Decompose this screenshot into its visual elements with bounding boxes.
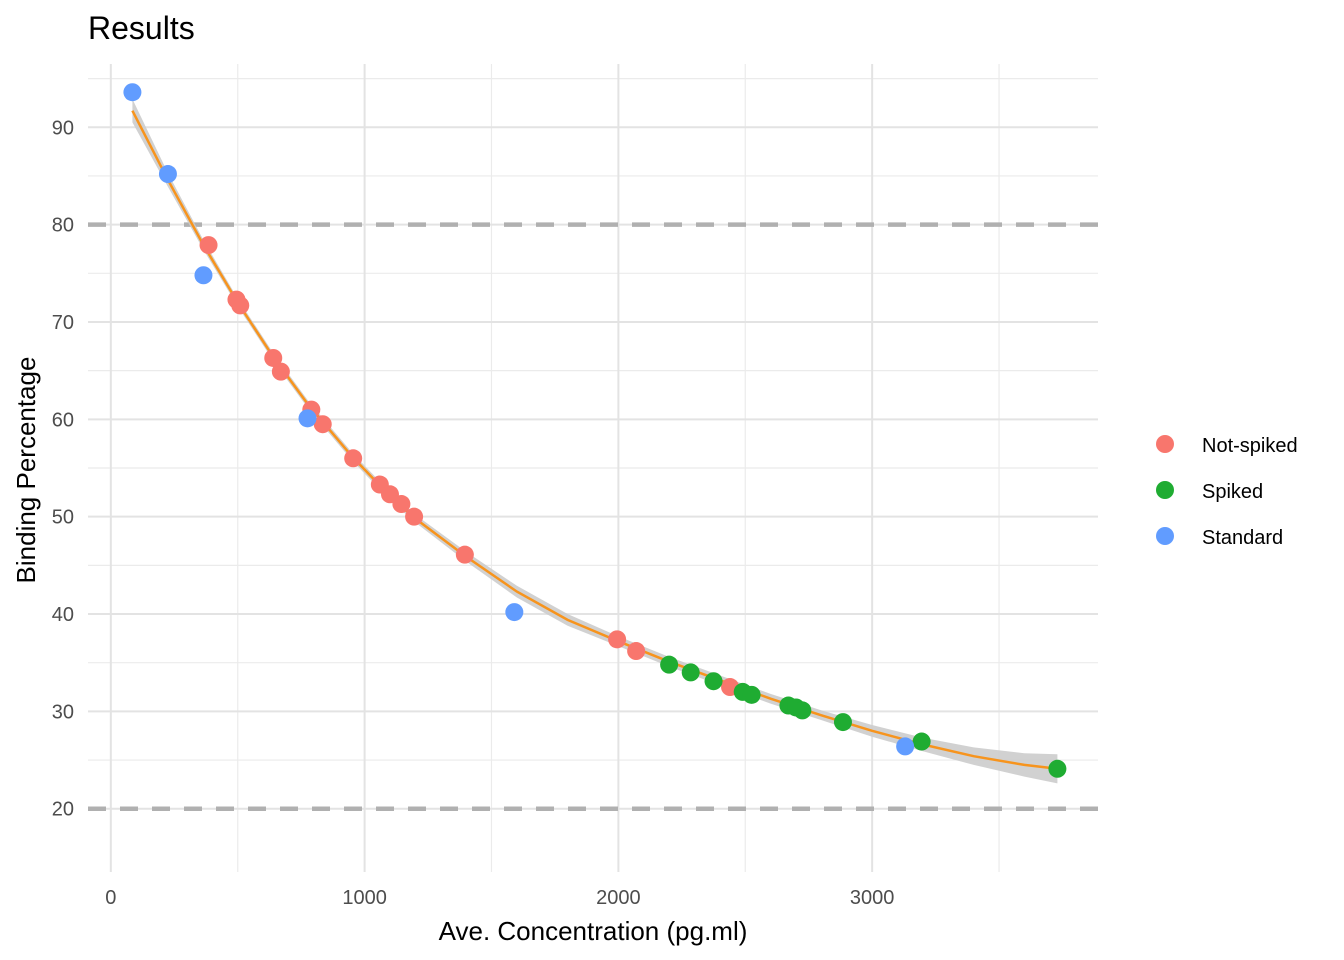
point-standard [505,603,524,622]
x-tick-label: 3000 [850,887,895,909]
y-tick-label: 30 [52,701,74,723]
y-tick-label: 90 [52,117,74,139]
legend-key [1156,481,1174,499]
point-spiked [660,655,679,674]
y-tick-label: 60 [52,409,74,431]
point-not-spiked [313,415,332,434]
point-not-spiked [392,495,411,514]
y-axis-ticks: 20 30 40 50 60 70 80 90 [52,117,74,820]
point-not-spiked [199,236,218,255]
legend-key [1156,527,1174,545]
point-not-spiked [231,296,250,315]
reference-lines [88,222,1098,811]
point-standard [896,737,915,756]
confidence-band-area [132,99,1058,784]
y-tick-label: 70 [52,312,74,334]
fit-curve [131,110,1058,771]
y-tick-label: 40 [52,604,74,626]
point-not-spiked [455,545,474,564]
minor-gridlines [88,64,1098,872]
chart-title: Results [88,10,195,46]
point-not-spiked [264,348,283,367]
x-axis-ticks: 0 1000 2000 3000 [105,887,894,909]
y-axis-title: Binding Percentage [11,357,41,584]
y-tick-label: 20 [52,799,74,821]
point-standard [298,409,317,428]
x-axis-title: Ave. Concentration (pg.ml) [439,916,748,946]
point-spiked [704,672,723,691]
y-tick-label: 50 [52,507,74,529]
point-not-spiked [627,642,646,661]
legend-label: Standard [1202,527,1283,549]
point-not-spiked [344,449,363,468]
y-tick-label: 80 [52,215,74,237]
legend-label: Spiked [1202,481,1263,503]
point-not-spiked [405,507,424,526]
legend-key [1156,435,1174,453]
x-tick-label: 2000 [596,887,641,909]
point-standard [158,165,177,184]
point-spiked [793,701,812,720]
data-points [123,83,1067,778]
point-spiked [742,685,761,704]
point-spiked [912,732,931,751]
point-spiked [681,663,700,682]
x-tick-label: 0 [105,887,116,909]
x-tick-label: 1000 [342,887,387,909]
fit-line [131,110,1058,771]
legend-label: Not-spiked [1202,435,1298,457]
point-spiked [833,713,852,732]
point-not-spiked [608,630,627,649]
legend: Not-spiked Spiked Standard [1156,435,1298,549]
fit-confidence-band [132,99,1058,784]
point-standard [123,83,142,102]
point-spiked [1048,759,1067,778]
point-not-spiked [271,362,290,381]
point-standard [194,266,213,285]
